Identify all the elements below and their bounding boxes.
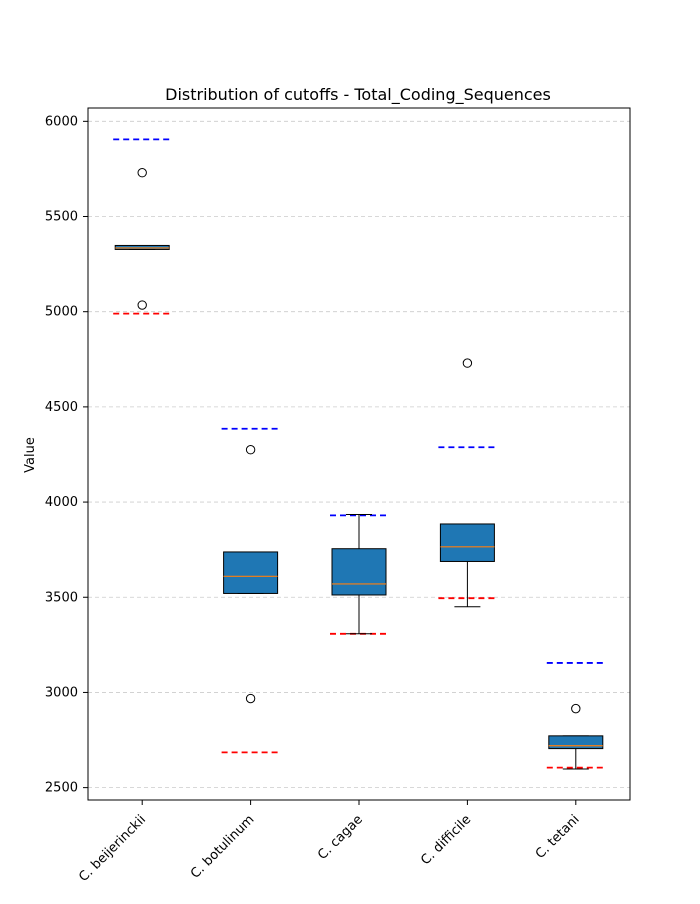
cutoff-lines: [113, 138, 605, 769]
y-tick-label: 3000: [45, 685, 78, 700]
plot-area-frame: [87, 107, 631, 801]
box-1: [223, 445, 279, 704]
y-tick-label: 4500: [45, 400, 78, 415]
x-tick-label: C. cagae: [315, 812, 366, 863]
box-0: [114, 168, 170, 310]
x-tick-label: C. tetani: [533, 812, 583, 862]
grid-lines: [88, 120, 630, 789]
box-4: [548, 703, 604, 770]
outlier-point: [137, 168, 147, 178]
box-iqr: [439, 523, 495, 562]
x-tick-label: C. beijerinckii: [76, 812, 149, 885]
box-iqr: [548, 735, 604, 750]
chart-title: Distribution of cutoffs - Total_Coding_S…: [165, 85, 551, 105]
y-tick-label: 4000: [45, 495, 78, 510]
outlier-point: [462, 358, 473, 368]
y-tick-label: 6000: [45, 114, 78, 129]
x-tick-label: C. difficile: [418, 812, 474, 868]
box-iqr: [331, 548, 387, 596]
y-tick-label: 2500: [45, 781, 78, 796]
outlier-point: [245, 693, 256, 704]
y-axis-ticks: 2500 3000 3500 4000 4500 5000 5500 6000: [45, 114, 88, 796]
box-2: [331, 513, 387, 635]
outlier-point: [571, 703, 581, 714]
y-tick-label: 3500: [45, 590, 78, 605]
x-axis-ticks: C. beijerinckii C. botulinum C. cagae C. di…: [76, 800, 583, 885]
y-tick-label: 5000: [45, 305, 78, 320]
box-3: [439, 358, 495, 608]
x-tick-label: C. botulinum: [188, 812, 257, 881]
boxes: [114, 168, 604, 770]
y-axis-label: Value: [23, 437, 38, 473]
outlier-point: [137, 300, 147, 310]
box-iqr: [223, 551, 279, 594]
outlier-point: [245, 445, 256, 455]
y-tick-label: 5500: [45, 210, 78, 225]
